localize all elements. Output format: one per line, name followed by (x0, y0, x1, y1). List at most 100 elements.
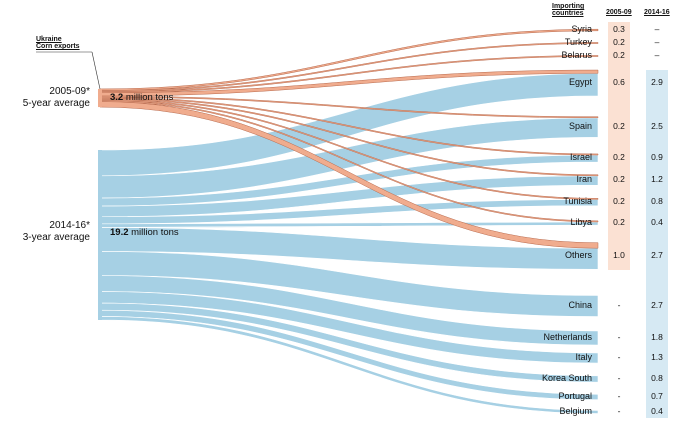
source-header-line-1: Ukraine (36, 36, 62, 43)
total-unit: million tons (131, 227, 179, 238)
country-label-portugal: Portugal (558, 391, 592, 401)
flow-2014-16-china (99, 251, 599, 317)
source-header: Ukraine Corn exports (36, 36, 80, 51)
target-header: Importing countries (552, 3, 584, 18)
flow-2014-16-others (99, 227, 599, 270)
value-2005-09-israel: 0.2 (613, 152, 625, 162)
value-2005-09-libya: 0.2 (613, 217, 625, 227)
source-node-2005-09 (98, 88, 102, 108)
value-2014-16-turkey: – (654, 37, 660, 47)
value-2005-09-belgium: - (617, 406, 621, 416)
total-value: 3.2 (110, 92, 124, 103)
value-2005-09-korea-south: - (617, 373, 621, 383)
total-unit: million tons (125, 92, 174, 103)
source-leader-2005-09 (91, 51, 101, 89)
flow-2014-16-israel (99, 154, 599, 207)
country-label-iran: Iran (576, 174, 592, 184)
country-label-libya: Libya (570, 217, 592, 227)
value-2014-16-iran: 1.2 (651, 174, 663, 184)
value-2014-16-netherlands: 1.8 (651, 332, 663, 342)
value-2005-09-iran: 0.2 (613, 174, 625, 184)
value-2005-09-tunisia: 0.2 (613, 196, 625, 206)
flow-2014-16-belgium (99, 316, 599, 414)
value-2014-16-israel: 0.9 (651, 152, 663, 162)
column-bar-2005-09 (608, 22, 630, 270)
flow-2005-09-tunisia (99, 99, 599, 200)
flow-2014-16-netherlands (99, 275, 599, 346)
value-2014-16-syria: – (654, 24, 660, 34)
country-label-syria: Syria (571, 24, 592, 34)
country-label-netherlands: Netherlands (543, 332, 592, 342)
source-period-label: 5-year average (22, 97, 90, 109)
country-label-egypt: Egypt (568, 77, 592, 87)
value-2005-09-italy: - (617, 352, 621, 362)
value-2014-16-belarus: – (654, 50, 660, 60)
value-2014-16-tunisia: 0.8 (651, 196, 663, 206)
value-2014-16-china: 2.7 (651, 300, 663, 310)
source-period-2014-16: 2014-16* 3-year average (23, 220, 90, 243)
value-2005-09-portugal: - (617, 391, 621, 401)
source-period-date: 2005-09* (49, 86, 90, 97)
source-period-label: 3-year average (22, 231, 90, 243)
value-2014-16-italy: 1.3 (651, 352, 663, 362)
flow-2014-16-tunisia (99, 199, 599, 225)
country-label-italy: Italy (575, 352, 592, 362)
flow-2014-16-portugal (99, 309, 599, 401)
target-header-line-2: countries (552, 10, 584, 18)
source-total-2014-16: 19.2 million tons (110, 228, 179, 238)
country-label-spain: Spain (568, 121, 592, 131)
country-label-israel: Israel (569, 152, 592, 162)
value-2005-09-others: 1.0 (613, 250, 625, 260)
value-2014-16-belgium: 0.4 (651, 406, 663, 416)
value-2005-09-netherlands: - (617, 332, 621, 342)
flow-2005-09-syria (99, 28, 599, 91)
flow-2014-16-egypt (99, 73, 599, 177)
country-label-belarus: Belarus (561, 50, 592, 60)
flow-2005-09-iran (99, 98, 599, 177)
total-value: 19.2 (110, 227, 129, 238)
value-2014-16-spain: 2.5 (651, 121, 663, 131)
country-label-turkey: Turkey (564, 37, 592, 47)
flow-2014-16-spain (99, 117, 599, 199)
target-header-line-1: Importing (552, 3, 585, 10)
flow-2014-16-libya (99, 221, 599, 228)
value-2005-09-china: - (617, 300, 621, 310)
country-label-china: China (568, 300, 592, 310)
flow-2014-16-iran (99, 175, 599, 218)
value-2005-09-egypt: 0.6 (613, 77, 625, 87)
value-2005-09-syria: 0.3 (613, 24, 625, 34)
source-header-line-2: Corn exports (36, 43, 80, 51)
value-2014-16-egypt: 2.9 (651, 77, 663, 87)
flow-layer (99, 28, 599, 414)
column-header-2005-09: 2005-09 (606, 9, 632, 16)
flow-2014-16-italy (99, 291, 599, 364)
flow-2005-09-spain (99, 95, 599, 119)
flow-2005-09-belarus (99, 55, 599, 94)
source-period-date: 2014-16* (49, 220, 90, 231)
flow-2005-09-israel (99, 96, 599, 156)
source-total-2005-09: 3.2 million tons (110, 93, 173, 103)
column-bar-2014-16 (646, 70, 668, 418)
node-layer (98, 22, 668, 418)
value-2014-16-portugal: 0.7 (651, 391, 663, 401)
value-2005-09-spain: 0.2 (613, 121, 625, 131)
country-label-belgium: Belgium (559, 406, 592, 416)
country-label-others: Others (564, 250, 592, 260)
value-2005-09-turkey: 0.2 (613, 37, 625, 47)
source-period-2005-09: 2005-09* 5-year average (23, 86, 90, 109)
country-label-korea-south: Korea South (541, 373, 592, 383)
leader-line-layer (36, 51, 101, 89)
flow-2005-09-egypt (99, 69, 599, 97)
value-2014-16-korea-south: 0.8 (651, 373, 663, 383)
column-header-2014-16: 2014-16 (644, 9, 670, 16)
value-2014-16-libya: 0.4 (651, 217, 663, 227)
source-node-2014-16 (98, 150, 102, 320)
flow-2005-09-others (99, 101, 599, 249)
flow-2005-09-libya (99, 100, 599, 223)
value-2014-16-others: 2.7 (651, 250, 663, 260)
value-2005-09-belarus: 0.2 (613, 50, 625, 60)
country-label-tunisia: Tunisia (563, 196, 592, 206)
flow-2014-16-korea-south (99, 302, 599, 383)
flow-2005-09-turkey (99, 42, 599, 92)
